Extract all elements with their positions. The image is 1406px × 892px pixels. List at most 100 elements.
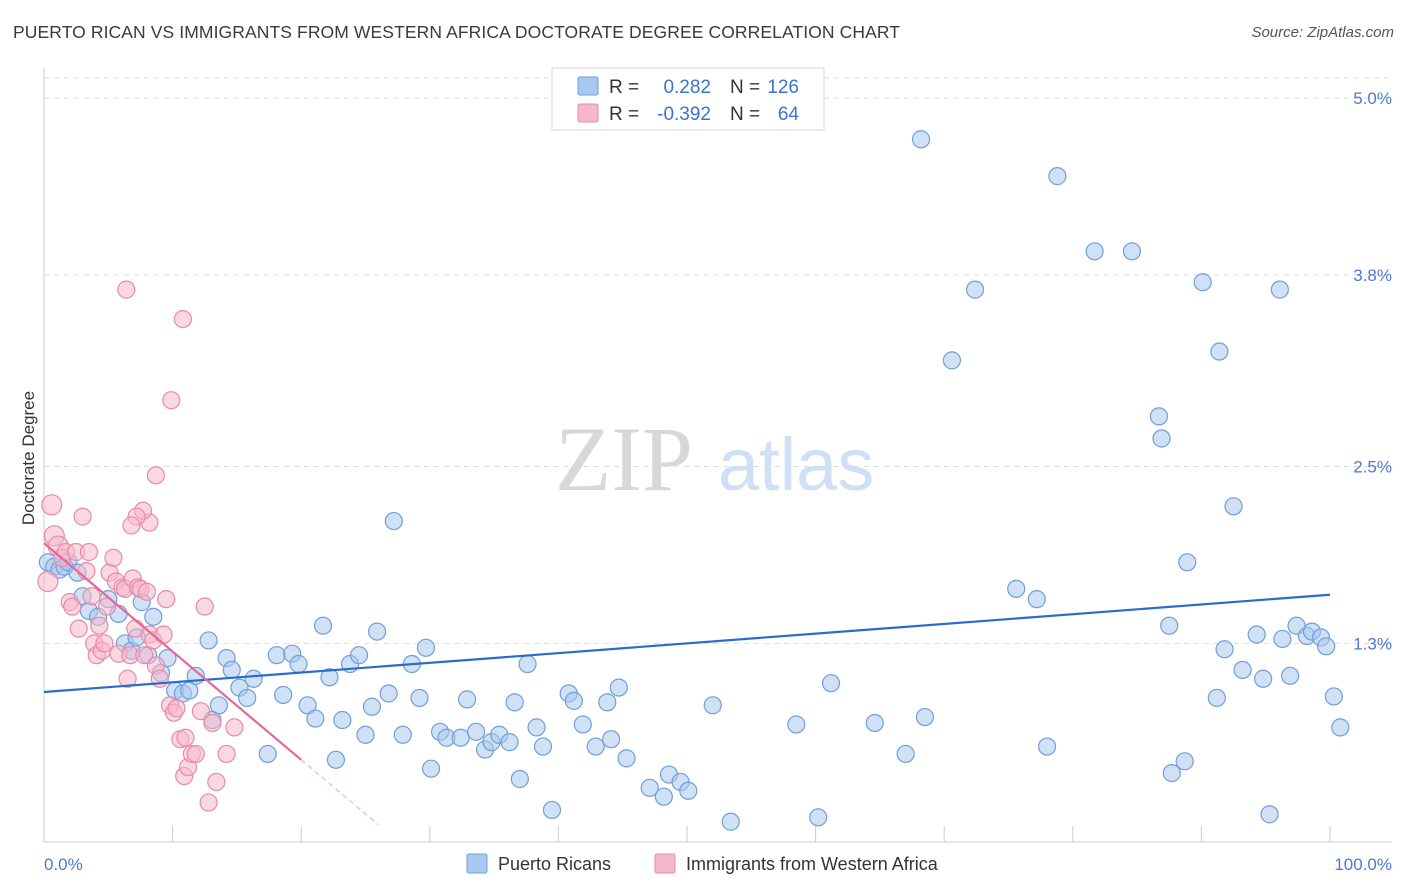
western-africa-point — [41, 494, 63, 516]
puerto-rican-point — [209, 696, 228, 715]
puerto-rican-point — [1317, 637, 1336, 656]
puerto-rican-point — [379, 684, 398, 703]
puerto-rican-point — [942, 351, 962, 370]
puerto-rican-point — [1281, 666, 1300, 685]
x-tick-label: 100.0% — [1334, 855, 1392, 874]
puerto-rican-point — [527, 718, 546, 737]
puerto-rican-point — [564, 691, 583, 710]
bottom-legend-label-puerto-ricans: Puerto Ricans — [498, 854, 611, 874]
western-africa-point — [162, 391, 181, 410]
axes-layer: 1.3% 2.5% 3.8% 5.0% 0.0% 100.0% — [43, 68, 1392, 874]
western-africa-point — [77, 562, 96, 581]
western-africa-point — [167, 699, 186, 718]
puerto-rican-point — [320, 668, 339, 687]
puerto-rican-point — [349, 646, 369, 665]
bottom-legend: Puerto Ricans Immigrants from Western Afr… — [466, 853, 939, 874]
puerto-rican-point — [640, 778, 659, 797]
puerto-rican-point — [573, 715, 592, 734]
puerto-rican-point — [244, 669, 263, 688]
western-africa-point — [135, 646, 154, 665]
puerto-rican-point — [1215, 640, 1234, 659]
puerto-rican-point — [274, 685, 293, 705]
puerto-rican-point — [1085, 242, 1104, 261]
western-africa-point — [154, 625, 173, 644]
puerto-rican-point — [199, 631, 218, 650]
puerto-rican-point — [1122, 242, 1142, 261]
puerto-rican-point — [1324, 687, 1343, 706]
puerto-rican-point — [1224, 497, 1243, 516]
western-africa-point — [137, 582, 156, 601]
legend-n-label: N = — [730, 104, 760, 125]
puerto-rican-point — [393, 725, 412, 744]
western-africa-point — [146, 466, 165, 485]
legend-r-label: R = — [609, 104, 639, 125]
puerto-rican-point — [356, 725, 375, 744]
legend-r-label: R = — [609, 77, 639, 98]
puerto-rican-point — [865, 713, 884, 733]
puerto-rican-point — [505, 693, 524, 712]
puerto-rican-point — [617, 749, 636, 768]
legend-r-value: -0.392 — [657, 104, 711, 125]
puerto-rican-point — [362, 697, 382, 716]
trend-layer — [43, 542, 1331, 826]
puerto-rican-point — [326, 750, 346, 769]
western-africa-point — [203, 713, 222, 733]
puerto-rican-point — [367, 622, 387, 641]
western-africa-point — [97, 597, 117, 616]
puerto-rican-point — [598, 693, 617, 712]
western-africa-point — [82, 587, 101, 606]
points-layer — [37, 130, 1350, 831]
puerto-rican-point — [466, 722, 486, 741]
puerto-rican-point — [602, 730, 621, 749]
puerto-rican-point — [1273, 629, 1292, 649]
puerto-rican-point — [1027, 590, 1046, 609]
puerto-rican-point — [306, 709, 325, 728]
puerto-rican-point — [721, 812, 740, 831]
puerto-rican-point — [421, 759, 441, 778]
western-africa-point — [191, 702, 210, 721]
puerto-rican-point — [258, 744, 277, 764]
western-africa-point — [199, 793, 218, 812]
western-africa-point — [90, 616, 109, 635]
western-africa-point — [207, 772, 226, 792]
puerto-rican-point — [1270, 280, 1289, 299]
puerto-rican-point — [1037, 737, 1057, 756]
puerto-rican-point — [1152, 429, 1171, 448]
legend-swatch-blue — [577, 76, 599, 96]
puerto-rican-point — [1149, 407, 1169, 426]
western-africa-point — [95, 634, 114, 653]
legend-box: R = 0.282 N = 126 R = -0.392 N = 64 — [551, 67, 825, 131]
puerto-rican-point — [144, 607, 163, 626]
puerto-rican-point — [416, 638, 436, 657]
puerto-rican-point — [787, 715, 806, 734]
puerto-rican-point — [965, 280, 985, 299]
puerto-rican-trend-line — [43, 593, 1331, 694]
puerto-rican-point — [809, 808, 828, 827]
y-tick-label: 5.0% — [1353, 89, 1392, 108]
puerto-rican-point — [1260, 805, 1279, 824]
puerto-rican-point — [410, 688, 429, 708]
western-africa-point — [195, 597, 214, 616]
puerto-rican-point — [915, 707, 935, 727]
western-africa-point — [73, 507, 92, 526]
western-africa-point — [217, 744, 236, 764]
puerto-rican-point — [1233, 660, 1252, 680]
puerto-rican-point — [679, 781, 698, 800]
western-africa-point — [186, 744, 205, 764]
puerto-rican-point — [510, 769, 529, 789]
puerto-rican-point — [1007, 579, 1026, 598]
puerto-rican-point — [609, 678, 628, 697]
puerto-rican-point — [222, 660, 241, 680]
legend-swatch-pink — [577, 103, 599, 123]
puerto-rican-point — [911, 130, 931, 149]
watermark-zip: ZIP — [555, 408, 693, 510]
puerto-rican-point — [289, 654, 308, 674]
puerto-rican-point — [586, 737, 605, 756]
puerto-rican-point — [1247, 625, 1266, 644]
bottom-legend-swatch-puerto-ricans — [466, 853, 488, 874]
puerto-rican-point — [384, 511, 403, 531]
puerto-rican-point — [451, 728, 470, 747]
puerto-rican-point — [1162, 763, 1181, 783]
legend-n-value: 126 — [767, 77, 799, 98]
